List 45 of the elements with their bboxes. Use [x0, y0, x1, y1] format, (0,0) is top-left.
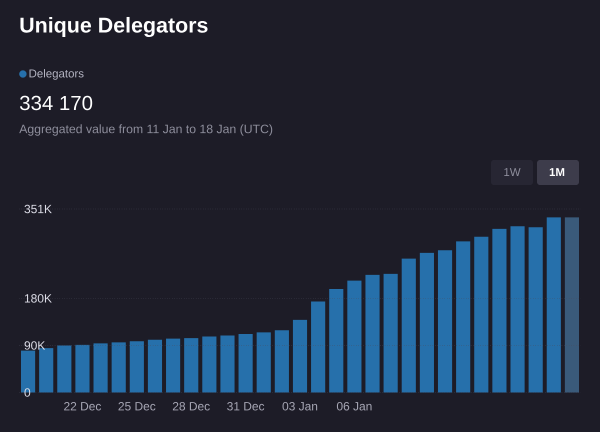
bar: [438, 250, 452, 392]
bar: [184, 338, 198, 392]
bar: [311, 302, 326, 392]
bar: [456, 241, 470, 392]
x-tick-label: 06 Jan: [336, 402, 372, 410]
bar: [546, 217, 561, 392]
x-tick-label: 25 Dec: [118, 402, 156, 410]
bar: [130, 341, 144, 392]
bar: [202, 336, 216, 392]
bar: [329, 288, 344, 392]
chart-title: Unique Delegators: [20, 16, 208, 38]
bar: [474, 236, 488, 392]
bar: [238, 334, 253, 392]
bar: [492, 228, 506, 392]
bar: [420, 252, 434, 392]
text: 1W: [504, 168, 521, 176]
bar: [220, 336, 235, 392]
bar: [75, 344, 90, 392]
x-tick-label: 31 Dec: [227, 402, 264, 410]
bar: [166, 338, 180, 392]
bar: [292, 320, 308, 392]
legend-label: Delegators: [30, 69, 84, 80]
bar: [57, 345, 72, 392]
bar: [112, 342, 126, 392]
bar: [564, 217, 580, 392]
bar: [94, 343, 108, 392]
bar: [256, 332, 271, 392]
bar: [528, 227, 543, 392]
bar: [347, 280, 362, 392]
text: 334 170: [20, 96, 92, 110]
bar: [402, 258, 416, 392]
x-tick-label: 22 Dec: [64, 402, 102, 410]
y-tick-label: 90K: [24, 341, 46, 350]
y-tick-label: 180K: [24, 294, 52, 303]
x-tick-label: 03 Jan: [282, 402, 318, 410]
bar: [384, 274, 398, 392]
x-tick-label: 28 Dec: [172, 402, 210, 410]
bar: [148, 340, 162, 392]
bar: [274, 330, 289, 392]
text: Aggregated value from 11 Jan to 18 Jan (UTC): [19, 124, 272, 136]
text: 1M: [550, 168, 564, 176]
bar: [39, 348, 54, 392]
bar: [510, 226, 525, 392]
bar: [365, 274, 380, 392]
y-tick-label: 351K: [24, 204, 52, 214]
